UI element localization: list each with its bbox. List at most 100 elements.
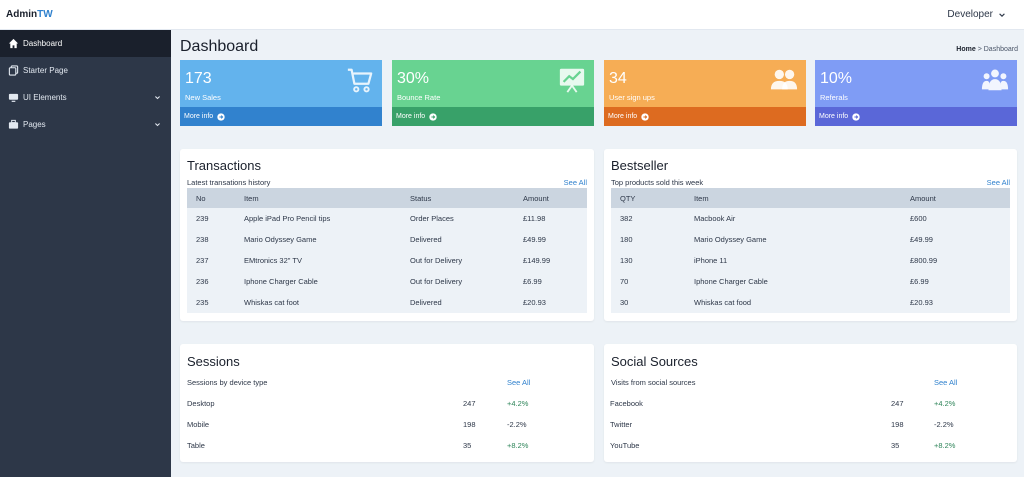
home-icon: [8, 38, 19, 49]
card-subtitle: Top products sold this week: [611, 178, 704, 187]
cell-qty: 30: [611, 292, 685, 313]
cell-no: 239: [187, 208, 235, 229]
see-all-link[interactable]: See All: [934, 378, 958, 387]
table-row[interactable]: 130 iPhone 11 £800.99: [611, 250, 1010, 271]
source-name: Twitter: [610, 420, 633, 429]
cell-item: Iphone Charger Cable: [235, 271, 401, 292]
column-header: Item: [235, 188, 401, 208]
bestseller-card: Bestseller Top products sold this week S…: [604, 149, 1017, 321]
source-count: 198: [891, 420, 904, 429]
cell-no: 236: [187, 271, 235, 292]
card-subtitle: Latest transations history: [187, 178, 271, 187]
more-info-label: More info: [819, 113, 849, 120]
source-count: 247: [891, 399, 904, 408]
column-header: Item: [685, 188, 901, 208]
source-name: Facebook: [610, 399, 643, 408]
stat-label: Bounce Rate: [397, 93, 441, 102]
chart-board-icon: [559, 68, 585, 93]
sidebar-item-label: Starter Page: [23, 66, 68, 75]
stat-value: 173: [185, 70, 212, 87]
cell-item: Mario Odyssey Game: [235, 229, 401, 250]
sidebar-item-ui-elements[interactable]: UI Elements: [0, 84, 171, 111]
stat-label: Referals: [820, 93, 848, 102]
table-row[interactable]: 382 Macbook Air £600: [611, 208, 1010, 229]
cell-amount: £20.93: [901, 292, 1010, 313]
cell-no: 237: [187, 250, 235, 271]
breadcrumb-separator: >: [977, 46, 982, 53]
brand-logo[interactable]: AdminTW: [6, 9, 53, 20]
cell-status: Out for Delivery: [401, 250, 514, 271]
source-change: -2.2%: [934, 420, 954, 429]
sidebar: Dashboard Starter Page UI Elements Pages: [0, 30, 171, 477]
more-info-label: More info: [396, 113, 426, 120]
column-header: Status: [401, 188, 514, 208]
table-row[interactable]: 237 EMtronics 32" TV Out for Delivery £149.…: [187, 250, 587, 271]
session-count: 35: [463, 441, 472, 450]
cell-amount: £49.99: [901, 229, 1010, 250]
table-row[interactable]: 30 Whiskas cat food £20.93: [611, 292, 1010, 313]
cell-item: Macbook Air: [685, 208, 901, 229]
monitor-icon: [8, 92, 19, 103]
stat-label: User sign ups: [609, 93, 655, 102]
cell-amount: £49.99: [514, 229, 587, 250]
session-change: +4.2%: [507, 399, 529, 408]
table-row[interactable]: 239 Apple iPad Pro Pencil tips Order Place…: [187, 208, 587, 229]
cell-qty: 130: [611, 250, 685, 271]
cell-qty: 180: [611, 229, 685, 250]
cart-icon: [347, 68, 373, 93]
brand-main: Admin: [6, 9, 38, 20]
session-name: Table: [187, 441, 205, 450]
sidebar-item-pages[interactable]: Pages: [0, 111, 171, 138]
card-subtitle: Sessions by device type: [187, 378, 268, 387]
pages-icon: [8, 65, 19, 76]
cell-item: Whiskas cat food: [685, 292, 901, 313]
bestseller-table: QTY Item Amount 382 Macbook Air £600 180 Ma…: [611, 188, 1010, 313]
session-name: Desktop: [187, 399, 215, 408]
card-title: Social Sources: [611, 354, 698, 369]
table-row[interactable]: 236 Iphone Charger Cable Out for Delivery £…: [187, 271, 587, 292]
cell-item: Mario Odyssey Game: [685, 229, 901, 250]
source-change: +4.2%: [934, 399, 956, 408]
cell-no: 235: [187, 292, 235, 313]
session-count: 198: [463, 420, 476, 429]
cell-status: Delivered: [401, 292, 514, 313]
sidebar-item-starter-page[interactable]: Starter Page: [0, 57, 171, 84]
source-count: 35: [891, 441, 900, 450]
column-header: Amount: [901, 188, 1010, 208]
column-header: Amount: [514, 188, 587, 208]
cell-amount: £149.99: [514, 250, 587, 271]
breadcrumb: Home > Dashboard: [956, 46, 1018, 53]
table-row[interactable]: 235 Whiskas cat foot Delivered £20.93: [187, 292, 587, 313]
sidebar-item-label: UI Elements: [23, 93, 67, 102]
cell-item: Apple iPad Pro Pencil tips: [235, 208, 401, 229]
stat-box-user-signups: 34 User sign ups More info: [604, 60, 806, 126]
sidebar-item-dashboard[interactable]: Dashboard: [0, 30, 171, 57]
user-menu[interactable]: Developer: [947, 9, 1006, 20]
cell-status: Delivered: [401, 229, 514, 250]
cell-amount: £20.93: [514, 292, 587, 313]
sidebar-item-label: Dashboard: [23, 39, 63, 48]
stat-more-info-link[interactable]: More info: [604, 107, 806, 126]
cell-amount: £11.98: [514, 208, 587, 229]
stat-box-bounce-rate: 30% Bounce Rate More info: [392, 60, 594, 126]
table-row[interactable]: 70 Iphone Charger Cable £6.99: [611, 271, 1010, 292]
session-name: Mobile: [187, 420, 210, 429]
cell-amount: £600: [901, 208, 1010, 229]
stat-more-info-link[interactable]: More info: [392, 107, 594, 126]
see-all-link[interactable]: See All: [507, 378, 531, 387]
cell-amount: £6.99: [514, 271, 587, 292]
stat-more-info-link[interactable]: More info: [180, 107, 382, 126]
table-row[interactable]: 180 Mario Odyssey Game £49.99: [611, 229, 1010, 250]
cell-amount: £800.99: [901, 250, 1010, 271]
see-all-link[interactable]: See All: [986, 178, 1010, 187]
transactions-table: No Item Status Amount 239 Apple iPad Pro …: [187, 188, 587, 313]
table-row[interactable]: 238 Mario Odyssey Game Delivered £49.99: [187, 229, 587, 250]
breadcrumb-home[interactable]: Home: [956, 46, 976, 53]
chevron-down-icon: [155, 123, 160, 127]
chevron-down-icon: [999, 12, 1005, 17]
stat-value: 10%: [820, 70, 853, 87]
stat-box-new-sales: 173 New Sales More info: [180, 60, 382, 126]
see-all-link[interactable]: See All: [563, 178, 587, 187]
table-header-row: No Item Status Amount: [187, 188, 587, 208]
stat-more-info-link[interactable]: More info: [815, 107, 1017, 126]
